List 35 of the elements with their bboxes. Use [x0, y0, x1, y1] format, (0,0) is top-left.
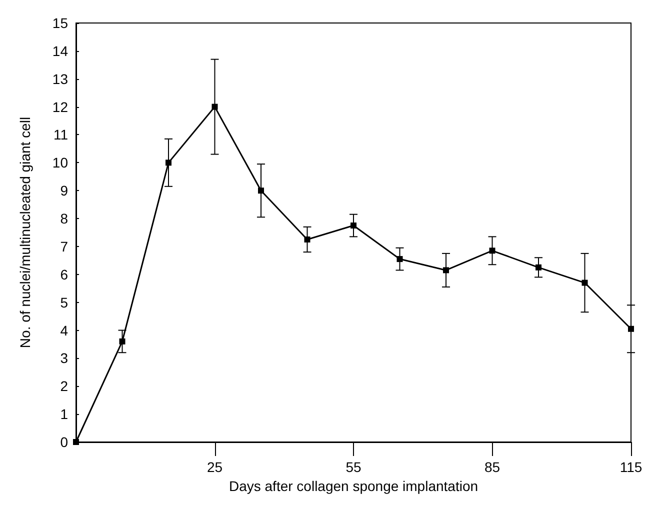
y-tick-label: 5	[60, 294, 68, 310]
point	[119, 338, 126, 344]
y-tick-label: 7	[60, 238, 68, 254]
point	[212, 104, 218, 110]
y-tick-label: 2	[60, 378, 68, 394]
point	[443, 267, 449, 274]
point	[536, 264, 542, 270]
x-tick-label: 55	[346, 459, 362, 475]
y-tick-label: 10	[52, 154, 68, 171]
y-tick-label: 9	[60, 182, 68, 199]
x-tick-label: 25	[206, 459, 223, 475]
point	[582, 280, 588, 286]
point	[166, 160, 172, 166]
point	[489, 248, 496, 254]
y-tick-label: 11	[53, 126, 68, 143]
y-tick-label: 13	[52, 70, 68, 87]
y-tick-label: 12	[52, 98, 68, 115]
y-tick-label: 1	[60, 406, 68, 422]
y-axis-title: No. of nuclei/multinucleated giant cell	[17, 116, 33, 348]
point	[73, 439, 79, 445]
point	[304, 236, 310, 242]
y-tick-label: 0	[60, 434, 68, 450]
y-tick-label: 3	[60, 350, 68, 366]
y-tick-label: 8	[60, 210, 68, 227]
x-axis-title: Days after collagen sponge implantation	[228, 478, 478, 494]
y-tick-label: 6	[60, 266, 68, 282]
y-tick-label: 15	[52, 15, 68, 31]
x-tick-label: 85	[484, 459, 500, 475]
point	[258, 188, 264, 194]
point	[396, 256, 403, 262]
point	[628, 326, 634, 332]
x-tick-label: 115	[620, 459, 642, 475]
y-tick-label: 4	[60, 322, 68, 338]
y-tick-label: 14	[52, 42, 68, 59]
point	[350, 222, 356, 229]
